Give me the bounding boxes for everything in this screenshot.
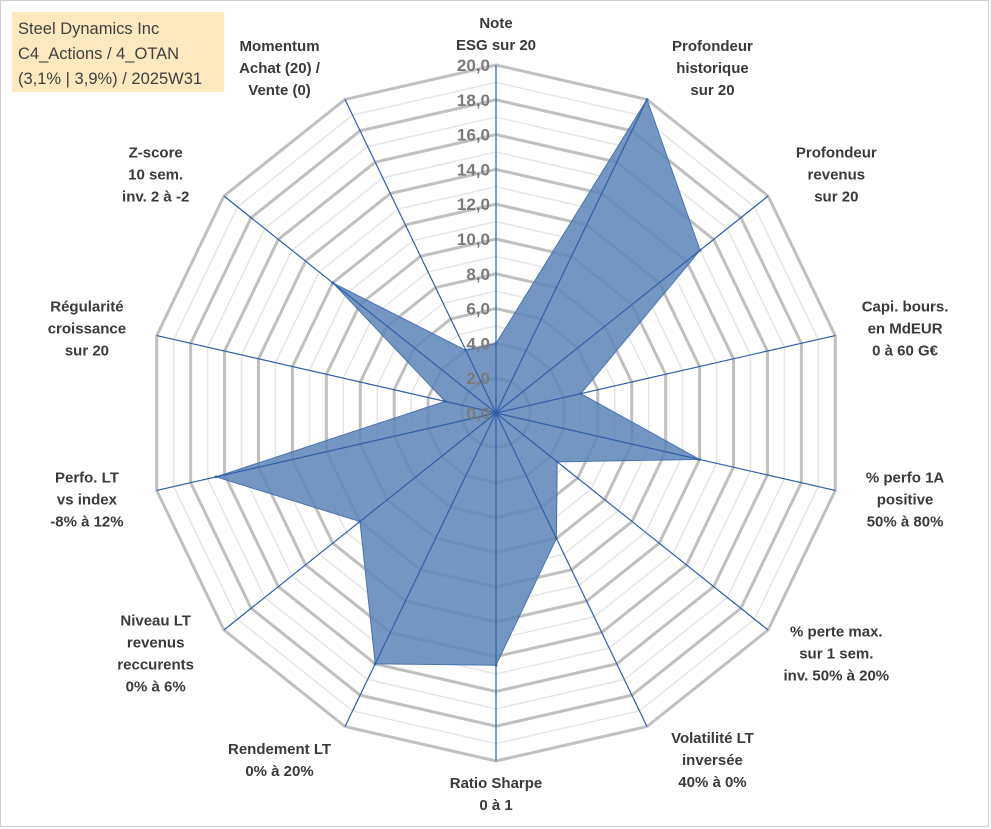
tick-label-2: 4,0 [466, 334, 490, 353]
axis-label-12: Z-score 10 sem. inv. 2 à -2 [122, 145, 189, 206]
tick-label-10: 20,0 [457, 56, 490, 75]
spoke-3 [495, 334, 836, 414]
spoke-11 [156, 334, 497, 414]
tick-label-3: 6,0 [466, 300, 490, 319]
tick-label-9: 18,0 [457, 91, 490, 110]
spoke-10 [156, 412, 497, 492]
axis-label-2: Profondeur revenus sur 20 [796, 145, 877, 206]
tick-label-0: 0,0 [466, 404, 490, 423]
axis-label-8: Rendement LT 0% à 20% [228, 741, 331, 780]
spoke-4 [495, 412, 836, 492]
tick-label-5: 10,0 [457, 230, 490, 249]
axis-label-13: Momentum Achat (20) / Vente (0) [239, 38, 321, 99]
info-category: C4_Actions / 4_OTAN [18, 45, 180, 63]
spoke-9 [223, 412, 497, 631]
tick-label-4: 8,0 [466, 265, 490, 284]
axis-label-4: % perfo 1A positive 50% à 80% [866, 469, 945, 530]
spoke-12 [223, 195, 497, 414]
axis-label-9: Niveau LT revenus reccurents 0% à 6% [117, 612, 194, 695]
axis-label-5: % perte max. sur 1 sem. inv. 50% à 20% [784, 623, 890, 684]
spoke-13 [344, 99, 497, 414]
axis-label-0: Note ESG sur 20 [456, 15, 536, 54]
info-company-name: Steel Dynamics Inc [18, 20, 160, 38]
axis-spokes [156, 65, 836, 761]
axis-label-7: Ratio Sharpe 0 à 1 [450, 775, 543, 814]
tick-label-6: 12,0 [457, 195, 490, 214]
axis-label-6: Volatilité LT inversée 40% à 0% [671, 730, 754, 791]
radial-tick-labels: 0,0 2,0 4,0 6,0 8,0 10,0 12,0 14,0 16,0 18,0 20,0 [457, 56, 490, 423]
axis-label-1: Profondeur historique sur 20 [672, 38, 753, 99]
axis-labels: Note ESG sur 20 Profondeur historique sur 20… [48, 15, 949, 814]
spoke-2 [495, 195, 769, 414]
axis-label-3: Capi. bours. en MdEUR 0 à 60 G€ [862, 299, 949, 360]
spoke-6 [495, 412, 648, 727]
axis-label-11: Régularité croissance sur 20 [48, 299, 126, 360]
spoke-5 [495, 412, 769, 631]
tick-label-1: 2,0 [466, 369, 490, 388]
info-period: (3,1% | 3,9%) / 2025W31 [18, 70, 203, 88]
tick-label-8: 16,0 [457, 126, 490, 145]
axis-label-10: Perfo. LT vs index -8% à 12% [50, 469, 123, 530]
tick-label-7: 14,0 [457, 160, 490, 179]
spoke-8 [344, 412, 497, 727]
info-box: Steel Dynamics Inc C4_Actions / 4_OTAN (… [12, 12, 224, 92]
spoke-1 [495, 99, 648, 414]
